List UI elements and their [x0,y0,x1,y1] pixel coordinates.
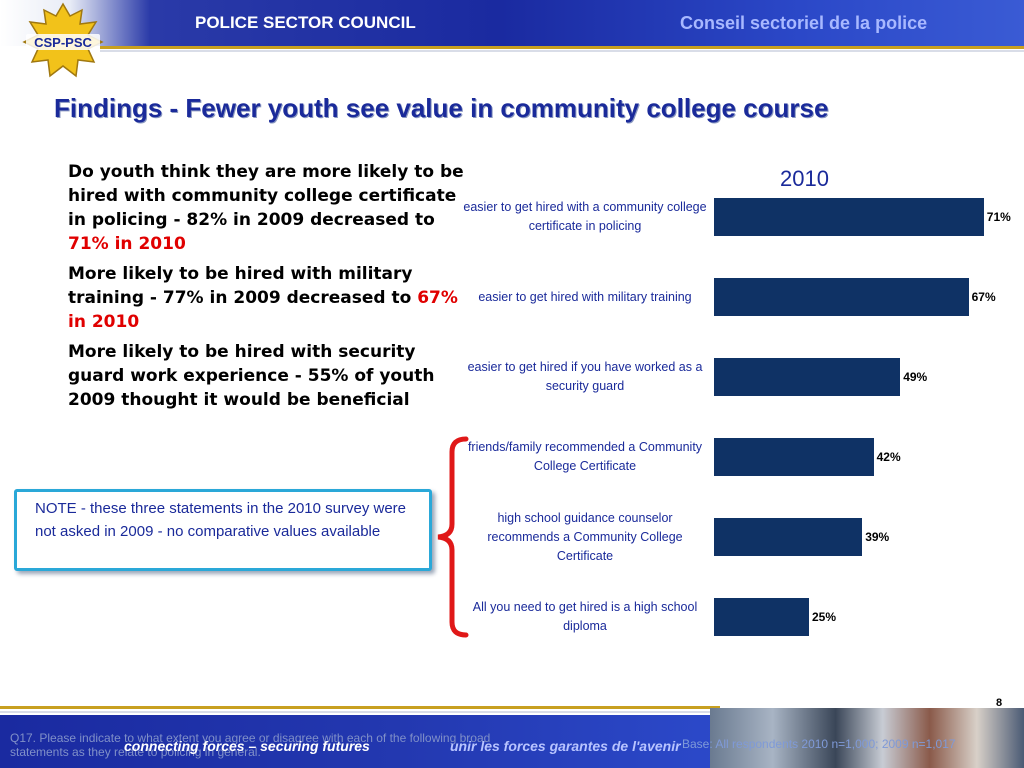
bar [714,198,984,236]
bar [714,358,901,396]
header-band [0,0,1024,46]
category-label: friends/family recommended a Community C… [467,440,703,473]
footer-gold-rule [0,706,720,709]
finding-item: More likely to be hired with military tr… [68,262,468,334]
category-label: easier to get hired with a community col… [463,200,707,233]
chart-title: 2010 [780,166,829,191]
category-label: easier to get hired with military traini… [478,289,692,304]
footer-grey-rule [0,711,720,713]
category-label: easier to get hired if you have worked a… [467,360,703,393]
note-text: NOTE - these three statements in the 201… [35,497,417,543]
header-gold-rule [100,46,1024,49]
question-text: Q17. Please indicate to what extent you … [10,731,491,759]
value-label: 67% [971,290,996,304]
red-bracket [437,436,469,638]
footer-photo-strip [710,708,1024,768]
finding-item: Do youth think they are more likely to b… [68,160,468,256]
csp-psc-logo: CSP-PSC [22,2,104,78]
finding-item: More likely to be hired with security gu… [68,340,468,412]
base-text: Base: All respondents 2010 n=1,000; 2009… [682,737,956,751]
note-prefix: NOTE [35,500,77,517]
finding-highlight: 67% in 2010 [68,288,458,332]
bar-chart: easier to get hired with a community col… [460,190,1024,650]
value-label: 71% [986,210,1011,224]
header-grey-rule [100,50,1024,52]
category-label: high school guidance counselor recommend… [487,510,683,563]
finding-highlight: 71% in 2010 [68,234,186,254]
bar [714,278,969,316]
tagline-english: connecting forces – securing futures [124,738,370,754]
value-label: 25% [812,610,837,624]
finding-text: More likely to be hired with military tr… [68,264,418,308]
bar [714,598,809,636]
findings-list: Do youth think they are more likely to b… [68,160,468,418]
category-label: All you need to get hired is a high scho… [472,600,698,633]
slide-title: Findings - Fewer youth see value in comm… [54,93,829,123]
org-name-english: POLICE SECTOR COUNCIL [195,13,416,32]
finding-text: Do youth think they are more likely to b… [68,162,464,230]
value-label: 42% [876,450,901,464]
finding-text: More likely to be hired with security gu… [68,342,435,410]
bar [714,518,863,556]
tagline-french: unir les forces garantes de l'avenir [450,738,681,754]
logo-text: CSP-PSC [34,35,92,50]
value-label: 39% [865,530,890,544]
note-box: NOTE - these three statements in the 201… [14,489,432,571]
bar [714,438,874,476]
page-number: 8 [996,697,1003,709]
org-name-french: Conseil sectoriel de la police [680,13,928,33]
note-body: - these three statements in the 2010 sur… [35,500,407,540]
value-label: 49% [903,370,928,384]
